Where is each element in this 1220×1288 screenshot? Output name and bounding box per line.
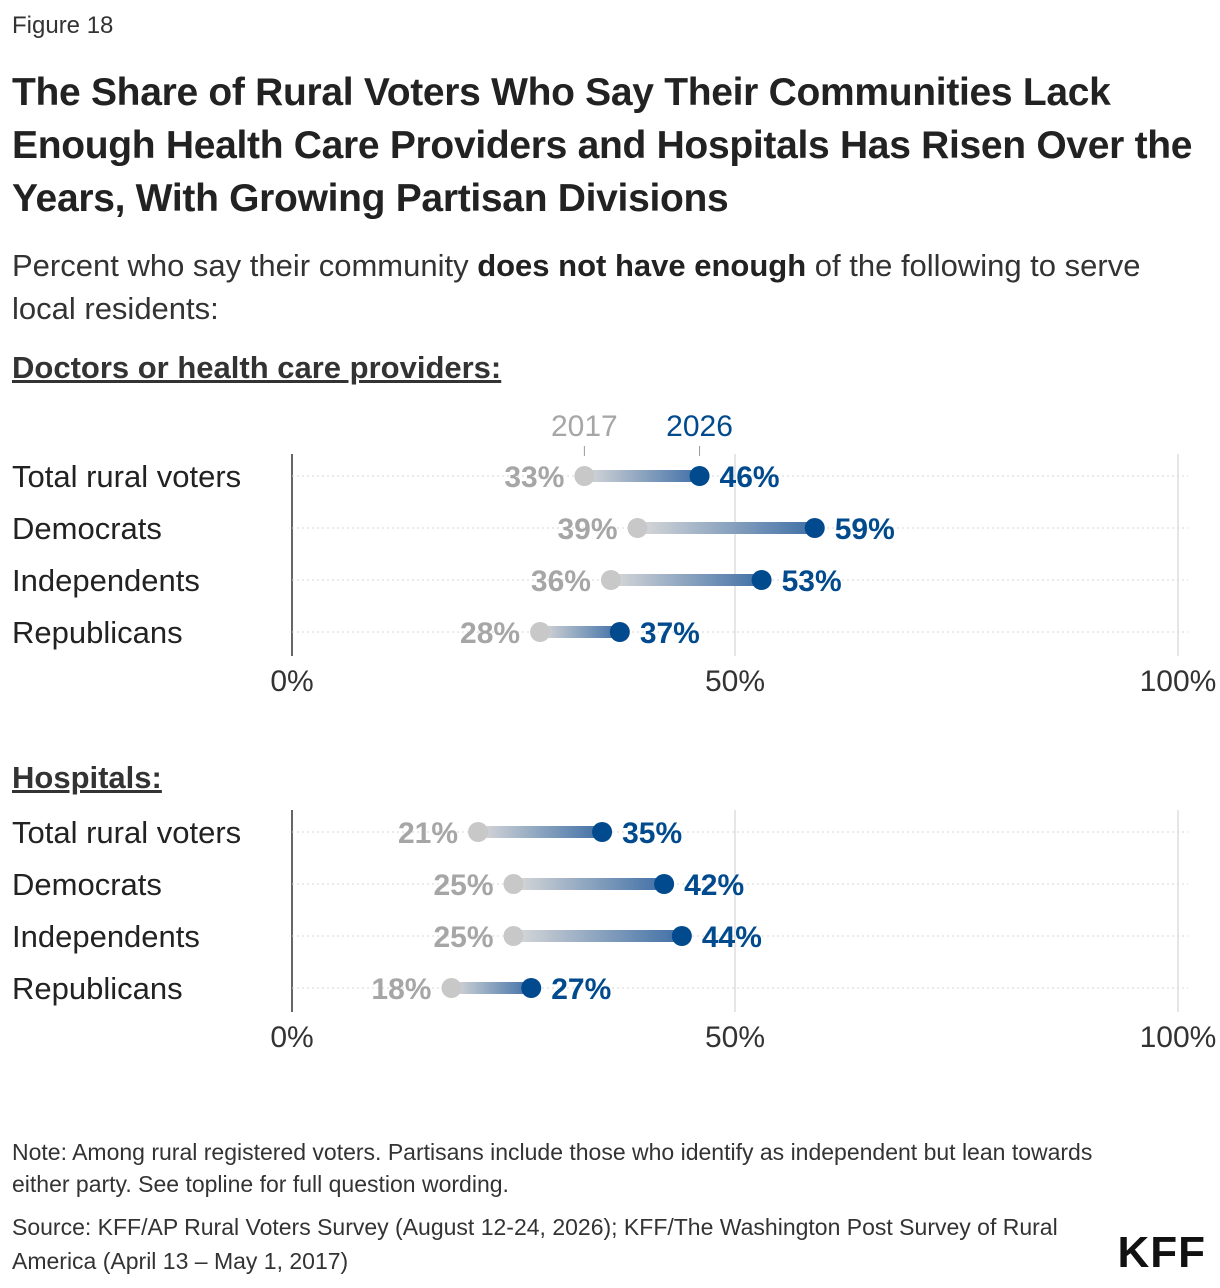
x-tick-label: 50% — [705, 1021, 765, 1054]
dot-2017 — [600, 570, 621, 590]
x-tick-label: 0% — [270, 665, 313, 698]
chart-doctors: Total rural voters 33% 46% Democrats 39% 59% I… — [0, 400, 1220, 725]
data-label-2026: 46% — [720, 461, 780, 494]
x-tick-label: 100% — [1140, 1021, 1217, 1054]
dot-2017 — [503, 926, 524, 946]
x-tick-label: 0% — [270, 1021, 313, 1054]
dumbbell-connector — [513, 930, 682, 942]
data-label-2026: 59% — [835, 513, 895, 546]
dumbbell-connector — [584, 470, 700, 482]
subtitle-emphasis: does not have enough — [477, 248, 807, 283]
data-label-2026: 53% — [782, 565, 842, 598]
category-label: Democrats — [12, 867, 162, 902]
data-label-2017: 18% — [371, 973, 431, 1006]
section-title-hospitals: Hospitals: — [12, 760, 162, 795]
chart-note: Note: Among rural registered voters. Par… — [12, 1139, 1093, 1197]
dumbbell-chart-doctors: Total rural voters 33% 46% Democrats 39% 59% I… — [12, 410, 1217, 698]
data-label-2017: 33% — [504, 461, 564, 494]
figure-label: Figure 18 — [12, 12, 114, 39]
dot-2026 — [751, 570, 772, 590]
dot-2017 — [468, 822, 489, 842]
x-tick-label: 50% — [705, 665, 765, 698]
data-label-2026: 42% — [684, 869, 744, 902]
category-label: Republicans — [12, 615, 183, 650]
category-label: Republicans — [12, 971, 183, 1006]
dot-2026 — [592, 822, 613, 842]
dot-2017 — [627, 518, 648, 538]
category-label: Independents — [12, 919, 200, 954]
dot-2026 — [654, 874, 675, 894]
legend-2017: 2017 — [551, 410, 618, 443]
category-label: Democrats — [12, 511, 162, 546]
chart-hospitals: Total rural voters 21% 35% Democrats 25% 42% I… — [0, 800, 1220, 1075]
dumbbell-chart-hospitals: Total rural voters 21% 35% Democrats 25% 42% I… — [12, 810, 1217, 1054]
category-label: Total rural voters — [12, 459, 241, 494]
kff-logo: KFF — [1117, 1228, 1206, 1277]
chart-subtitle: Percent who say their community does not… — [12, 244, 1202, 330]
data-label-2017: 21% — [398, 817, 458, 850]
dumbbell-connector — [478, 826, 603, 838]
dot-2026 — [609, 622, 630, 642]
x-tick-label: 100% — [1140, 665, 1217, 698]
dumbbell-connector — [637, 522, 815, 534]
dot-2026 — [671, 926, 692, 946]
dot-2026 — [804, 518, 825, 538]
data-label-2017: 36% — [531, 565, 591, 598]
dot-2017 — [503, 874, 524, 894]
data-label-2017: 25% — [433, 921, 493, 954]
dot-2026 — [689, 466, 710, 486]
dot-2017 — [574, 466, 595, 486]
category-label: Total rural voters — [12, 815, 241, 850]
chart-title: The Share of Rural Voters Who Say Their … — [12, 71, 1193, 220]
dot-2017 — [441, 978, 462, 998]
section-title-doctors: Doctors or health care providers: — [12, 350, 502, 385]
legend-2026: 2026 — [666, 410, 733, 443]
dot-2026 — [521, 978, 542, 998]
dumbbell-connector — [451, 982, 532, 994]
dot-2017 — [530, 622, 551, 642]
data-label-2026: 27% — [551, 973, 611, 1006]
data-label-2017: 39% — [557, 513, 617, 546]
data-label-2026: 44% — [702, 921, 762, 954]
dumbbell-connector — [610, 574, 762, 586]
data-label-2017: 25% — [433, 869, 493, 902]
dumbbell-connector — [513, 878, 665, 890]
data-label-2026: 37% — [640, 617, 700, 650]
chart-source: Source: KFF/AP Rural Voters Survey (Augu… — [12, 1214, 1058, 1274]
subtitle-suffix: of the following to serve local resident… — [12, 248, 1141, 326]
dumbbell-connector — [540, 626, 620, 638]
data-label-2017: 28% — [460, 617, 520, 650]
data-label-2026: 35% — [622, 817, 682, 850]
subtitle-prefix: Percent who say their community — [12, 248, 478, 283]
category-label: Independents — [12, 563, 200, 598]
